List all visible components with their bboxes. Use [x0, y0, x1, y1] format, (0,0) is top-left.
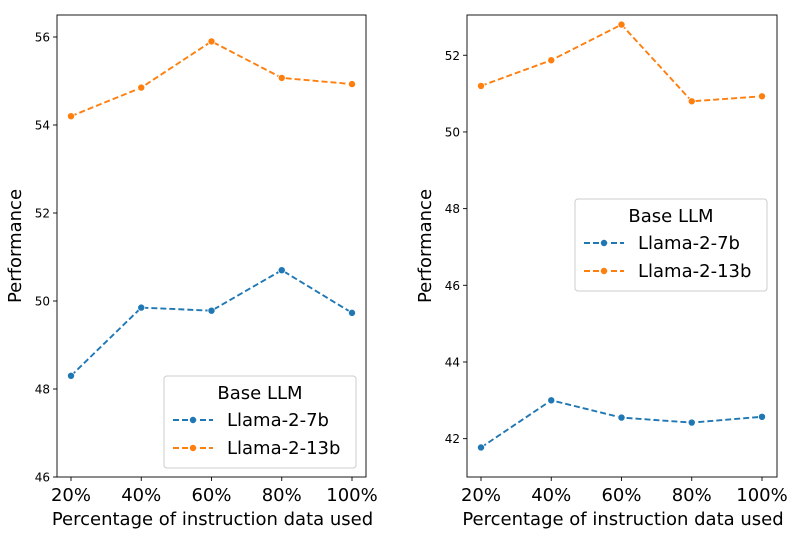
x-tick-label: 60% — [191, 485, 231, 506]
y-tick-label: 50 — [445, 125, 460, 139]
x-axis-label: Percentage of instruction data used — [462, 509, 783, 530]
legend-label: Llama-2-13b — [227, 438, 340, 459]
data-point — [207, 306, 216, 315]
data-point — [347, 80, 356, 89]
data-point — [687, 418, 696, 427]
series-line-2 — [70, 40, 353, 118]
x-tick-label: 40% — [531, 485, 571, 506]
x-tick-label: 80% — [672, 485, 712, 506]
x-tick-label: 40% — [121, 485, 161, 506]
legend-label: Llama-2-13b — [638, 261, 751, 282]
y-tick-label: 48 — [35, 383, 50, 397]
y-axis-label: Performance — [415, 189, 436, 303]
series-line-1 — [480, 399, 763, 449]
legend-label: Llama-2-7b — [638, 233, 740, 254]
legend-swatch-marker — [600, 266, 609, 275]
y-tick-label: 46 — [35, 471, 50, 485]
legend: Base LLM Llama-2-7b Llama-2-13b — [574, 198, 768, 292]
x-tick-label: 60% — [601, 485, 641, 506]
data-point — [137, 303, 146, 312]
data-point — [67, 112, 76, 121]
data-point — [476, 443, 485, 452]
y-tick-label: 54 — [35, 119, 50, 133]
data-point — [547, 56, 556, 65]
data-point — [687, 97, 696, 106]
y-tick-label: 44 — [445, 355, 460, 369]
legend-swatch-marker — [600, 238, 609, 247]
data-point — [617, 20, 626, 29]
legend-label: Llama-2-7b — [227, 410, 329, 431]
y-tick-label: 52 — [35, 207, 50, 221]
plot-frame — [466, 14, 778, 478]
x-tick-label: 20% — [51, 485, 91, 506]
data-point — [67, 371, 76, 380]
legend-title: Base LLM — [628, 206, 713, 227]
y-tick-label: 52 — [445, 49, 460, 63]
y-axis-label: Performance — [5, 189, 26, 303]
data-point — [277, 266, 286, 275]
y-tick-label: 42 — [445, 432, 460, 446]
legend-title: Base LLM — [217, 383, 302, 404]
data-point — [207, 37, 216, 46]
y-tick-label: 50 — [35, 295, 50, 309]
data-point — [617, 413, 626, 422]
series-line-2 — [480, 23, 763, 103]
y-tick-label: 46 — [445, 279, 460, 293]
legend-swatch-marker — [188, 443, 197, 452]
data-point — [137, 83, 146, 92]
legend-box — [574, 198, 768, 292]
x-tick-label: 20% — [461, 485, 501, 506]
x-axis-label: Percentage of instruction data used — [52, 509, 373, 530]
legend: Base LLM Llama-2-7b Llama-2-13b — [163, 375, 357, 469]
x-tick-label: 80% — [262, 485, 302, 506]
y-tick-label: 56 — [35, 31, 50, 45]
chart-1: 46 48 50 52 54 56 20% 40% 60% 80% 100% Percentage o… — [5, 14, 378, 530]
data-point — [547, 396, 556, 405]
data-point — [347, 308, 356, 317]
series-line-1 — [70, 269, 353, 377]
x-tick-label: 100% — [326, 485, 377, 506]
chart-2: 42 44 46 48 50 52 20% 40% 60% 80% 100% Percentage o… — [415, 14, 788, 530]
data-point — [277, 73, 286, 82]
x-tick-label: 100% — [736, 485, 787, 506]
data-point — [758, 412, 767, 421]
data-point — [758, 92, 767, 101]
y-tick-label: 48 — [445, 202, 460, 216]
legend-swatch-marker — [188, 415, 197, 424]
data-point — [476, 81, 485, 90]
legend-box — [163, 375, 357, 469]
